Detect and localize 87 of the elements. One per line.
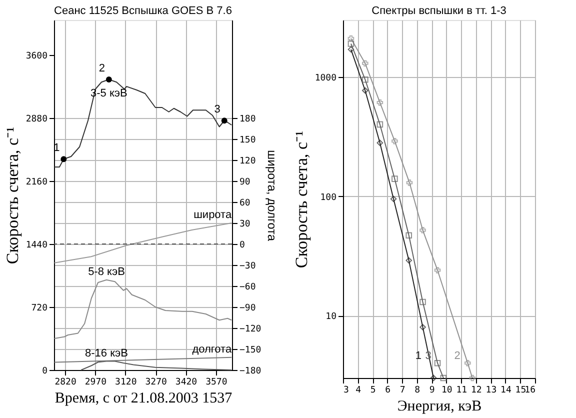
point xyxy=(376,140,384,146)
x-tick-label: 5 xyxy=(370,386,376,396)
y2-tick-label: 180 xyxy=(240,114,256,124)
x-tick-label: 13 xyxy=(486,386,497,396)
series-label: долгота xyxy=(192,343,232,356)
x-tick-label: 3 xyxy=(344,386,349,396)
x-tick-label: 16 xyxy=(524,386,536,396)
annotation: 2 xyxy=(98,62,105,74)
series-label: широта xyxy=(194,209,232,221)
point xyxy=(406,232,412,239)
x-axis-title: Время, с от 21.08.2003 1537 xyxy=(54,390,233,406)
y2-tick-label: −90 xyxy=(240,304,256,314)
y2-tick-label: −180 xyxy=(240,366,262,376)
line-series xyxy=(80,360,232,370)
point xyxy=(434,360,441,366)
point xyxy=(434,267,441,274)
x-tick-label: 12 xyxy=(471,386,482,396)
x-tick-label: 15 xyxy=(515,386,526,396)
x-tick-label: 8 xyxy=(414,386,420,396)
chart-title: Спектры вспышки в тт. 1-3 xyxy=(372,5,506,17)
point xyxy=(362,60,368,66)
y-tick-label: 2160 xyxy=(26,178,48,188)
point xyxy=(392,176,398,182)
point xyxy=(106,76,112,82)
x-tick-label: 2820 xyxy=(54,378,76,388)
y2-tick-label: 150 xyxy=(240,136,256,146)
point xyxy=(420,324,426,330)
x-tick-label: 7 xyxy=(400,386,406,396)
line-series xyxy=(54,279,232,339)
y-tick-label: 10 xyxy=(326,312,336,322)
point xyxy=(406,180,413,186)
series-label: 1 xyxy=(415,350,422,362)
point xyxy=(376,121,384,128)
y2-tick-label: 120 xyxy=(240,156,256,166)
y2-tick-label: 90 xyxy=(240,178,250,188)
y-tick-label: 100 xyxy=(320,192,336,203)
point xyxy=(348,35,354,42)
x-tick-label: 11 xyxy=(456,386,468,396)
x-axis-title: Энергия, кэВ xyxy=(397,398,482,414)
series-label: 8-16 кэВ xyxy=(85,347,128,360)
x-tick-label: 14 xyxy=(500,386,512,396)
y2-tick-label: 30 xyxy=(240,220,250,230)
point xyxy=(348,40,354,47)
point xyxy=(392,138,398,144)
point xyxy=(430,374,437,382)
y2-tick-label: −60 xyxy=(240,282,256,292)
line-series xyxy=(54,222,232,264)
point xyxy=(221,118,228,124)
point xyxy=(60,156,67,162)
x-tick-label: 2970 xyxy=(84,378,107,388)
y-tick-label: 1000 xyxy=(314,73,336,84)
point xyxy=(376,99,384,106)
point xyxy=(390,196,397,202)
y-axis-title: Скорость счета, с⁻¹ xyxy=(292,130,311,268)
point xyxy=(362,76,368,83)
x-tick-label: 4 xyxy=(356,386,361,396)
point xyxy=(469,374,476,382)
x-tick-label: 9 xyxy=(429,386,435,396)
x-tick-label: 3420 xyxy=(175,378,198,388)
x-tick-label: 3570 xyxy=(206,378,228,388)
y2-tick-label: −150 xyxy=(240,346,262,356)
series-label: 2 xyxy=(454,350,460,362)
y2-tick-label: 60 xyxy=(240,198,250,208)
x-tick-label: 10 xyxy=(441,386,452,396)
x-tick-label: 6 xyxy=(385,386,391,396)
point xyxy=(406,257,412,264)
x-tick-label: 3270 xyxy=(145,378,167,388)
annotation: 3 xyxy=(214,104,220,116)
chart-title: Сеанс 11525 Вспышка GOES В 7.6 xyxy=(54,5,232,17)
series-label: 5-8 кэВ xyxy=(88,266,125,278)
y-tick-label: 0 xyxy=(42,366,48,376)
point xyxy=(420,298,426,306)
point xyxy=(464,360,471,366)
y2-tick-label: 0 xyxy=(240,240,245,250)
x-tick-label: 3120 xyxy=(115,378,137,388)
y2-tick-label: −120 xyxy=(240,324,262,334)
y-axis-title: Скорость счета, с⁻¹ xyxy=(2,126,22,264)
point xyxy=(362,87,368,94)
y-tick-label: 1440 xyxy=(26,240,48,250)
point xyxy=(348,46,354,53)
point xyxy=(440,374,447,382)
point xyxy=(420,227,426,234)
y-tick-label: 2880 xyxy=(26,114,48,124)
y2-axis-title: широта, долгота xyxy=(265,150,280,242)
y-tick-label: 720 xyxy=(31,304,48,314)
y2-tick-label: −30 xyxy=(240,262,256,272)
y-tick-label: 3600 xyxy=(26,52,48,62)
